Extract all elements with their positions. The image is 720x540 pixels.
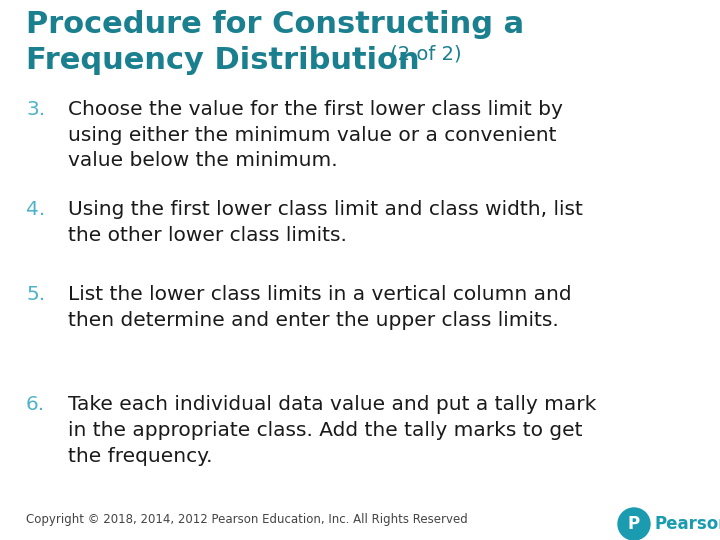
Text: Choose the value for the first lower class limit by
using either the minimum val: Choose the value for the first lower cla… (68, 100, 563, 171)
Text: Using the first lower class limit and class width, list
the other lower class li: Using the first lower class limit and cl… (68, 200, 583, 245)
Text: Take each individual data value and put a tally mark
in the appropriate class. A: Take each individual data value and put … (68, 395, 596, 465)
Text: 4.: 4. (26, 200, 45, 219)
Text: List the lower class limits in a vertical column and
then determine and enter th: List the lower class limits in a vertica… (68, 285, 572, 330)
Text: Copyright © 2018, 2014, 2012 Pearson Education, Inc. All Rights Reserved: Copyright © 2018, 2014, 2012 Pearson Edu… (26, 513, 468, 526)
Text: (2 of 2): (2 of 2) (384, 45, 462, 64)
Text: 5.: 5. (26, 285, 45, 304)
Text: 3.: 3. (26, 100, 45, 119)
Text: Procedure for Constructing a: Procedure for Constructing a (26, 10, 524, 39)
Text: P: P (628, 515, 640, 533)
Text: Frequency Distribution: Frequency Distribution (26, 46, 420, 75)
Circle shape (618, 508, 650, 540)
Text: Pearson: Pearson (655, 515, 720, 533)
Text: 6.: 6. (26, 395, 45, 414)
